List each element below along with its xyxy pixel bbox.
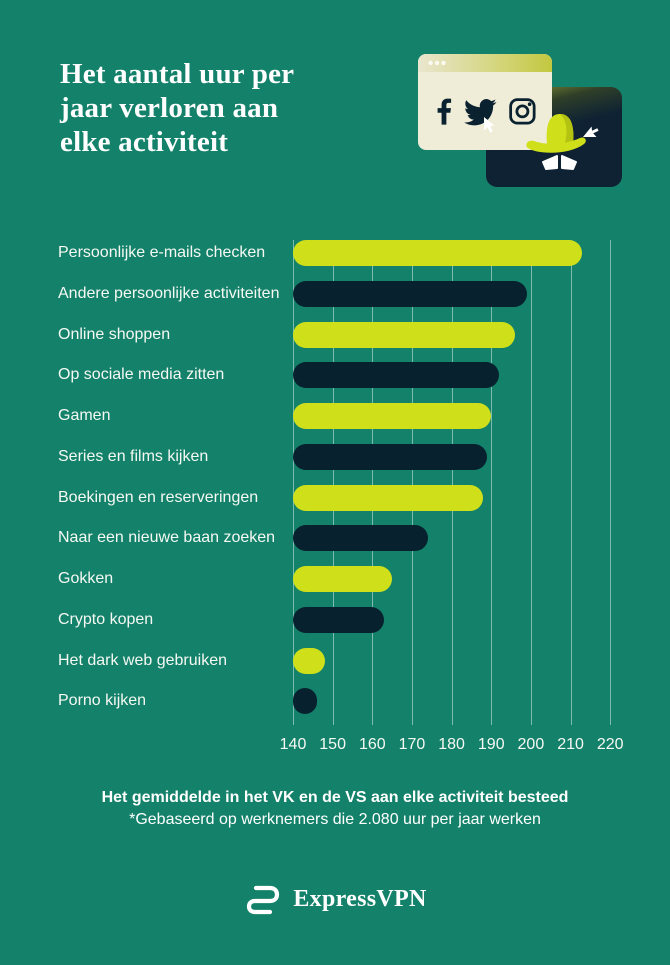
page-title-line: elke activiteit [60, 126, 229, 158]
gridline [293, 240, 294, 725]
page-title: Het aantal uur per jaar verloren aan elke … [60, 57, 294, 159]
bar-label: Gokken [58, 570, 114, 587]
browser-window-dots [428, 60, 446, 66]
bar-label: Andere persoonlijke activiteiten [58, 284, 280, 302]
bar-label: Gamen [58, 407, 111, 424]
bar-label: Naar een nieuwe baan zoeken [58, 529, 276, 547]
footer-note-1: Het gemiddelde in het VK en de VS aan el… [101, 789, 569, 806]
instagram-icon [509, 98, 536, 125]
x-tick-label: 210 [557, 736, 584, 753]
x-tick-label: 180 [438, 736, 465, 753]
x-tick-label: 160 [358, 736, 386, 753]
header-illustration [418, 54, 622, 187]
gridline [491, 240, 493, 725]
bar-label: Porno kijken [58, 692, 147, 710]
bar [293, 280, 527, 307]
brand-name: ExpressVPN [293, 885, 427, 912]
bar [293, 525, 428, 552]
gridline [411, 240, 413, 725]
footer-notes: Het gemiddelde in het VK en de VS aan el… [0, 789, 670, 829]
gridline [372, 240, 374, 725]
page-title-line: Het aantal uur per [60, 58, 295, 90]
spy-eyes-icon [542, 155, 577, 170]
bar-label: Boekingen en reserveringen [58, 488, 259, 506]
footer-note-2: *Gebaseerd op werknemers die 2.080 uur p… [129, 811, 541, 828]
brand-logo: ExpressVPN [0, 882, 670, 916]
bar [293, 443, 488, 470]
bar [293, 240, 583, 266]
bar [293, 484, 484, 511]
bar [293, 403, 492, 429]
x-tick-label: 220 [596, 736, 624, 753]
bar [293, 362, 500, 389]
expressvpn-logo-icon [247, 885, 280, 915]
x-tick-label: 200 [517, 736, 545, 753]
bar [293, 688, 317, 715]
cursor-icon [583, 126, 599, 137]
bar-label: Persoonlijke e-mails checken [58, 244, 266, 261]
twitter-icon [464, 99, 497, 126]
cursor-icon [484, 117, 495, 133]
gridline [610, 240, 612, 725]
bar [293, 321, 516, 348]
x-tick-label: 190 [477, 736, 505, 753]
bar-label: Crypto kopen [58, 610, 154, 628]
bar-label: Online shoppen [58, 325, 171, 343]
bar-label: Het dark web gebruiken [58, 651, 227, 669]
bar-label: Series en films kijken [58, 447, 209, 465]
bar [293, 647, 325, 674]
bar-label: Op sociale media zitten [58, 366, 225, 384]
gridline [530, 240, 532, 725]
facebook-icon [437, 98, 452, 125]
browser-window [418, 54, 552, 150]
gridline [570, 240, 572, 725]
x-tick-label: 140 [279, 736, 307, 753]
bar [293, 566, 393, 592]
spy-hat-icon [526, 114, 586, 153]
gridline [451, 240, 453, 725]
x-tick-label: 150 [319, 736, 346, 753]
x-tick-label: 170 [398, 736, 426, 753]
gridline [332, 240, 334, 725]
page-title-line: jaar verloren aan [60, 92, 279, 124]
bar [293, 606, 385, 633]
